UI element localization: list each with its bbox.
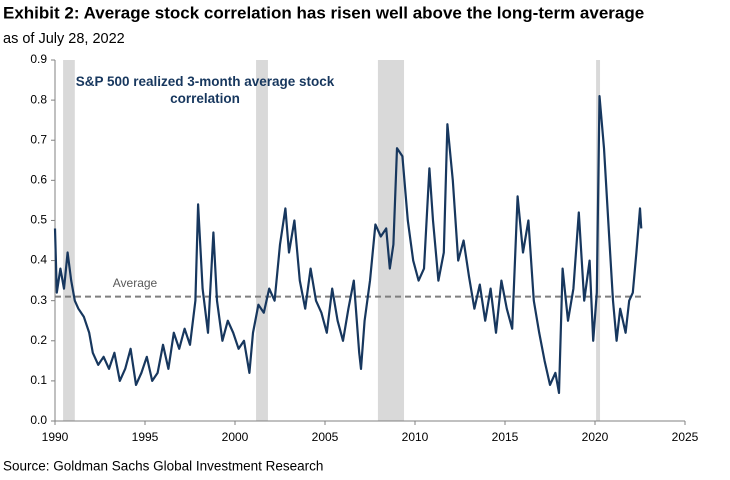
x-tick-label: 2015 [492,430,519,444]
y-tick-label: 0.7 [30,132,47,146]
correlation-line [53,95,643,395]
y-tick-label: 0.8 [30,92,47,106]
recession-band [63,60,75,421]
y-tick-label: 0.2 [30,333,47,347]
y-tick-label: 0.1 [30,373,47,387]
x-tick-label: 2025 [672,430,699,444]
y-tick-label: 0.4 [30,253,47,267]
y-tick-label: 0.3 [30,293,47,307]
x-tick-label: 2020 [582,430,609,444]
recession-band [377,60,405,421]
x-tick-label: 1990 [42,430,69,444]
recession-band [256,60,268,421]
y-tick-label: 0.6 [30,173,47,187]
average-label: Average [113,276,158,290]
y-tick-label: 0.5 [30,213,47,227]
chart-title: Exhibit 2: Average stock correlation has… [3,3,644,22]
series-annotation: S&P 500 realized 3-month average stock c… [75,74,335,106]
y-tick-label: 0.9 [30,52,47,66]
source-note: Source: Goldman Sachs Global Investment … [3,459,323,474]
x-tick-label: 2000 [222,430,249,444]
x-tick-label: 1995 [132,430,159,444]
chart-subtitle: as of July 28, 2022 [3,31,125,47]
x-tick-label: 2005 [312,430,339,444]
y-tick-label: 0.0 [30,413,47,427]
x-tick-label: 2010 [402,430,429,444]
